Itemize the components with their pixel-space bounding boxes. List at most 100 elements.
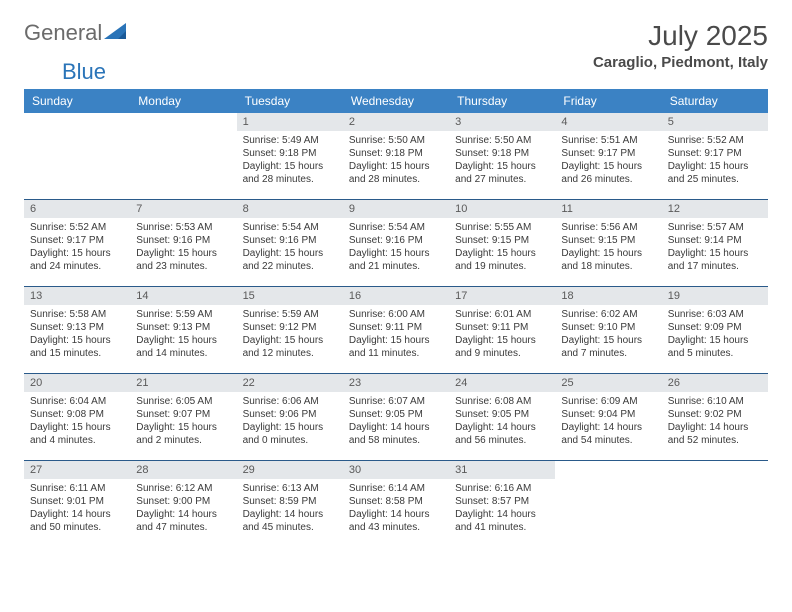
day-body: Sunrise: 5:59 AMSunset: 9:12 PMDaylight:… xyxy=(237,305,343,366)
daylight-line: Daylight: 15 hours and 9 minutes. xyxy=(455,334,549,360)
sunset-line: Sunset: 8:59 PM xyxy=(243,495,337,508)
day-number: 19 xyxy=(662,287,768,305)
day-body: Sunrise: 5:51 AMSunset: 9:17 PMDaylight:… xyxy=(555,131,661,192)
day-cell: 22Sunrise: 6:06 AMSunset: 9:06 PMDayligh… xyxy=(237,374,343,460)
day-cell: 23Sunrise: 6:07 AMSunset: 9:05 PMDayligh… xyxy=(343,374,449,460)
day-cell: 17Sunrise: 6:01 AMSunset: 9:11 PMDayligh… xyxy=(449,287,555,373)
daylight-line: Daylight: 14 hours and 52 minutes. xyxy=(668,421,762,447)
day-number: 9 xyxy=(343,200,449,218)
sunrise-line: Sunrise: 6:02 AM xyxy=(561,308,655,321)
sunset-line: Sunset: 9:17 PM xyxy=(668,147,762,160)
day-cell: 8Sunrise: 5:54 AMSunset: 9:16 PMDaylight… xyxy=(237,200,343,286)
day-body: Sunrise: 6:11 AMSunset: 9:01 PMDaylight:… xyxy=(24,479,130,540)
sunset-line: Sunset: 9:14 PM xyxy=(668,234,762,247)
sunrise-line: Sunrise: 6:11 AM xyxy=(30,482,124,495)
day-cell: 1Sunrise: 5:49 AMSunset: 9:18 PMDaylight… xyxy=(237,113,343,199)
day-number: 14 xyxy=(130,287,236,305)
day-body: Sunrise: 5:56 AMSunset: 9:15 PMDaylight:… xyxy=(555,218,661,279)
daylight-line: Daylight: 14 hours and 56 minutes. xyxy=(455,421,549,447)
day-cell: 19Sunrise: 6:03 AMSunset: 9:09 PMDayligh… xyxy=(662,287,768,373)
daylight-line: Daylight: 15 hours and 7 minutes. xyxy=(561,334,655,360)
daylight-line: Daylight: 15 hours and 11 minutes. xyxy=(349,334,443,360)
day-cell xyxy=(555,461,661,547)
day-body: Sunrise: 5:50 AMSunset: 9:18 PMDaylight:… xyxy=(449,131,555,192)
sunrise-line: Sunrise: 5:52 AM xyxy=(30,221,124,234)
day-number: 31 xyxy=(449,461,555,479)
day-cell: 12Sunrise: 5:57 AMSunset: 9:14 PMDayligh… xyxy=(662,200,768,286)
daylight-line: Daylight: 14 hours and 41 minutes. xyxy=(455,508,549,534)
day-number: 5 xyxy=(662,113,768,131)
daylight-line: Daylight: 15 hours and 27 minutes. xyxy=(455,160,549,186)
daylight-line: Daylight: 15 hours and 28 minutes. xyxy=(349,160,443,186)
sunset-line: Sunset: 9:13 PM xyxy=(30,321,124,334)
daylight-line: Daylight: 15 hours and 5 minutes. xyxy=(668,334,762,360)
sunset-line: Sunset: 9:16 PM xyxy=(136,234,230,247)
week-row: 6Sunrise: 5:52 AMSunset: 9:17 PMDaylight… xyxy=(24,199,768,286)
daylight-line: Daylight: 14 hours and 54 minutes. xyxy=(561,421,655,447)
day-cell: 25Sunrise: 6:09 AMSunset: 9:04 PMDayligh… xyxy=(555,374,661,460)
day-body: Sunrise: 5:57 AMSunset: 9:14 PMDaylight:… xyxy=(662,218,768,279)
day-number: 17 xyxy=(449,287,555,305)
daylight-line: Daylight: 15 hours and 25 minutes. xyxy=(668,160,762,186)
dayname-sun: Sunday xyxy=(24,89,130,113)
day-cell: 15Sunrise: 5:59 AMSunset: 9:12 PMDayligh… xyxy=(237,287,343,373)
dayname-mon: Monday xyxy=(130,89,236,113)
day-number: 18 xyxy=(555,287,661,305)
sunset-line: Sunset: 9:16 PM xyxy=(243,234,337,247)
sunrise-line: Sunrise: 6:03 AM xyxy=(668,308,762,321)
day-cell: 24Sunrise: 6:08 AMSunset: 9:05 PMDayligh… xyxy=(449,374,555,460)
day-cell xyxy=(662,461,768,547)
day-cell: 2Sunrise: 5:50 AMSunset: 9:18 PMDaylight… xyxy=(343,113,449,199)
day-body: Sunrise: 5:52 AMSunset: 9:17 PMDaylight:… xyxy=(24,218,130,279)
sunset-line: Sunset: 9:17 PM xyxy=(561,147,655,160)
day-cell: 30Sunrise: 6:14 AMSunset: 8:58 PMDayligh… xyxy=(343,461,449,547)
sunrise-line: Sunrise: 5:59 AM xyxy=(136,308,230,321)
sunset-line: Sunset: 9:18 PM xyxy=(349,147,443,160)
sunset-line: Sunset: 9:09 PM xyxy=(668,321,762,334)
daylight-line: Daylight: 15 hours and 18 minutes. xyxy=(561,247,655,273)
sunset-line: Sunset: 9:18 PM xyxy=(243,147,337,160)
day-cell: 29Sunrise: 6:13 AMSunset: 8:59 PMDayligh… xyxy=(237,461,343,547)
sunrise-line: Sunrise: 6:08 AM xyxy=(455,395,549,408)
sunrise-line: Sunrise: 5:58 AM xyxy=(30,308,124,321)
sunset-line: Sunset: 9:01 PM xyxy=(30,495,124,508)
daylight-line: Daylight: 14 hours and 45 minutes. xyxy=(243,508,337,534)
day-number: 3 xyxy=(449,113,555,131)
day-cell: 28Sunrise: 6:12 AMSunset: 9:00 PMDayligh… xyxy=(130,461,236,547)
dayname-wed: Wednesday xyxy=(343,89,449,113)
logo-text-blue: Blue xyxy=(62,59,106,84)
day-body: Sunrise: 6:10 AMSunset: 9:02 PMDaylight:… xyxy=(662,392,768,453)
sunset-line: Sunset: 9:05 PM xyxy=(349,408,443,421)
day-body: Sunrise: 5:59 AMSunset: 9:13 PMDaylight:… xyxy=(130,305,236,366)
sunset-line: Sunset: 9:11 PM xyxy=(349,321,443,334)
sunset-line: Sunset: 8:57 PM xyxy=(455,495,549,508)
daylight-line: Daylight: 15 hours and 26 minutes. xyxy=(561,160,655,186)
logo: General xyxy=(24,20,132,46)
daylight-line: Daylight: 15 hours and 19 minutes. xyxy=(455,247,549,273)
calendar-page: General July 2025 Caraglio, Piedmont, It… xyxy=(0,0,792,567)
week-row: 27Sunrise: 6:11 AMSunset: 9:01 PMDayligh… xyxy=(24,460,768,547)
week-row: 1Sunrise: 5:49 AMSunset: 9:18 PMDaylight… xyxy=(24,113,768,199)
day-cell: 5 Sunrise: 5:52 AMSunset: 9:17 PMDaylight… xyxy=(662,113,768,199)
sunrise-line: Sunrise: 6:13 AM xyxy=(243,482,337,495)
dayname-tue: Tuesday xyxy=(237,89,343,113)
day-number: 12 xyxy=(662,200,768,218)
sunset-line: Sunset: 9:07 PM xyxy=(136,408,230,421)
sunrise-line: Sunrise: 5:51 AM xyxy=(561,134,655,147)
sunrise-line: Sunrise: 5:52 AM xyxy=(668,134,762,147)
sunset-line: Sunset: 9:08 PM xyxy=(30,408,124,421)
day-number: 11 xyxy=(555,200,661,218)
sunset-line: Sunset: 9:13 PM xyxy=(136,321,230,334)
daylight-line: Daylight: 15 hours and 0 minutes. xyxy=(243,421,337,447)
day-cell xyxy=(24,113,130,199)
sunrise-line: Sunrise: 6:06 AM xyxy=(243,395,337,408)
sunset-line: Sunset: 9:11 PM xyxy=(455,321,549,334)
week-row: 20Sunrise: 6:04 AMSunset: 9:08 PMDayligh… xyxy=(24,373,768,460)
daylight-line: Daylight: 15 hours and 21 minutes. xyxy=(349,247,443,273)
sunset-line: Sunset: 9:15 PM xyxy=(561,234,655,247)
month-title: July 2025 xyxy=(593,20,768,52)
day-body: Sunrise: 5:53 AMSunset: 9:16 PMDaylight:… xyxy=(130,218,236,279)
day-number: 4 xyxy=(555,113,661,131)
sunset-line: Sunset: 9:15 PM xyxy=(455,234,549,247)
day-body: Sunrise: 6:03 AMSunset: 9:09 PMDaylight:… xyxy=(662,305,768,366)
